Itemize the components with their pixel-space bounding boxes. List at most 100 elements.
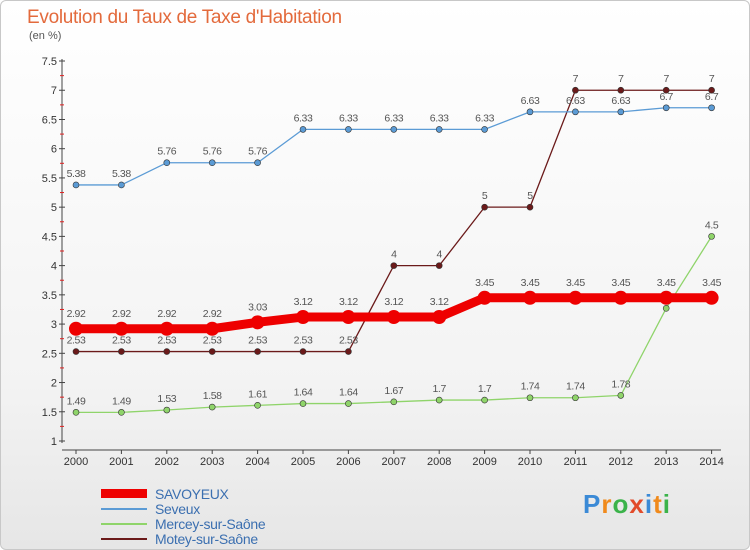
data-label-mercey-sur-sa-ne: 1.58 xyxy=(203,390,222,402)
data-point-seveux xyxy=(208,159,216,167)
legend-item: Motey-sur-Saône xyxy=(101,531,265,547)
data-point-seveux xyxy=(481,126,488,133)
data-point-mercey-sur-sa-ne xyxy=(208,403,216,411)
y-axis-unit: (en %) xyxy=(29,30,62,42)
data-label-savoyeux: 2.92 xyxy=(203,308,222,320)
data-point-savoyeux xyxy=(296,310,310,325)
logo-letter: t xyxy=(653,489,663,519)
x-tick-label: 2012 xyxy=(609,456,633,468)
x-tick-label: 2013 xyxy=(654,456,678,468)
data-label-mercey-sur-sa-ne: 1.74 xyxy=(566,381,585,393)
data-point-mercey-sur-sa-ne xyxy=(163,406,171,414)
data-point-seveux xyxy=(118,181,125,189)
x-tick-label: 2005 xyxy=(291,456,315,468)
legend-item: Seveux xyxy=(101,500,265,517)
data-label-mercey-sur-sa-ne: 1.74 xyxy=(521,381,540,393)
data-point-motey-sur-sa-ne xyxy=(254,348,261,355)
data-point-mercey-sur-sa-ne xyxy=(435,396,443,404)
x-tick-label: 2004 xyxy=(245,456,269,468)
legend-label: Seveux xyxy=(155,500,200,517)
data-point-mercey-sur-sa-ne xyxy=(662,304,670,312)
y-tick-label: 1 xyxy=(51,436,57,448)
data-label-mercey-sur-sa-ne: 1.64 xyxy=(294,387,313,399)
y-tick-label: 4 xyxy=(51,261,57,273)
x-tick-label: 2003 xyxy=(200,456,224,468)
data-label-seveux: 5.76 xyxy=(248,146,267,158)
data-label-savoyeux: 3.12 xyxy=(294,296,313,308)
data-label-motey-sur-sa-ne: 7 xyxy=(663,73,669,85)
data-label-mercey-sur-sa-ne: 1.53 xyxy=(157,393,176,405)
data-point-mercey-sur-sa-ne xyxy=(481,396,488,404)
legend-swatch xyxy=(101,522,147,525)
data-label-motey-sur-sa-ne: 2.53 xyxy=(157,335,176,347)
data-point-seveux xyxy=(299,126,307,133)
data-label-motey-sur-sa-ne: 2.53 xyxy=(203,335,222,347)
data-label-mercey-sur-sa-ne: 1.64 xyxy=(339,387,358,399)
data-label-mercey-sur-sa-ne: 1.61 xyxy=(248,388,267,400)
data-label-seveux: 5.76 xyxy=(157,146,176,158)
data-label-savoyeux: 3.45 xyxy=(611,277,630,289)
data-label-savoyeux: 3.45 xyxy=(475,277,494,289)
x-tick-label: 2011 xyxy=(564,456,588,468)
data-point-mercey-sur-sa-ne xyxy=(118,409,125,416)
legend-item: Mercey-sur-Saône xyxy=(101,515,266,532)
data-point-motey-sur-sa-ne xyxy=(435,262,443,269)
chart-legend: SAVOYEUX Seveux Mercey-sur-Saône Motey-sur-… xyxy=(101,486,266,547)
x-tick-label: 2000 xyxy=(64,456,88,468)
data-label-seveux: 6.33 xyxy=(475,112,494,124)
data-point-mercey-sur-sa-ne xyxy=(299,400,307,407)
logo-letter: r xyxy=(601,489,613,519)
y-tick-label: 2.5 xyxy=(42,348,57,360)
data-point-savoyeux xyxy=(704,290,719,305)
data-point-savoyeux xyxy=(477,290,492,305)
data-point-seveux xyxy=(254,159,261,167)
data-label-savoyeux: 3.45 xyxy=(657,277,676,289)
data-label-seveux: 6.63 xyxy=(521,95,540,107)
data-point-motey-sur-sa-ne xyxy=(72,348,80,355)
data-point-mercey-sur-sa-ne xyxy=(345,400,352,407)
data-point-mercey-sur-sa-ne xyxy=(572,394,579,402)
data-label-savoyeux: 2.92 xyxy=(157,308,176,320)
data-label-savoyeux: 2.92 xyxy=(67,308,86,320)
data-label-motey-sur-sa-ne: 5 xyxy=(527,190,533,202)
data-label-mercey-sur-sa-ne: 1.67 xyxy=(384,385,403,397)
legend-item: SAVOYEUX xyxy=(101,486,265,502)
y-tick-label: 4.5 xyxy=(42,231,57,243)
legend-label: Mercey-sur-Saône xyxy=(155,515,266,532)
data-point-seveux xyxy=(708,104,715,112)
data-point-mercey-sur-sa-ne xyxy=(708,233,715,240)
legend-swatch xyxy=(101,489,147,498)
data-label-savoyeux: 3.12 xyxy=(430,296,449,308)
data-label-motey-sur-sa-ne: 7 xyxy=(618,73,624,85)
data-point-mercey-sur-sa-ne xyxy=(72,409,80,416)
logo-letter: P xyxy=(583,489,602,519)
data-label-savoyeux: 3.12 xyxy=(384,296,403,308)
data-point-motey-sur-sa-ne xyxy=(617,86,625,94)
data-point-motey-sur-sa-ne xyxy=(208,348,216,355)
data-point-savoyeux xyxy=(386,310,401,325)
logo-letter: x xyxy=(629,489,645,519)
data-label-motey-sur-sa-ne: 4 xyxy=(436,249,442,261)
data-label-savoyeux: 3.45 xyxy=(521,277,540,289)
data-point-mercey-sur-sa-ne xyxy=(254,402,261,409)
data-label-motey-sur-sa-ne: 4 xyxy=(391,249,397,261)
data-point-seveux xyxy=(72,181,80,189)
proxiti-logo: Proxiti xyxy=(583,489,671,520)
data-label-mercey-sur-sa-ne: 1.7 xyxy=(478,383,492,395)
data-label-savoyeux: 3.45 xyxy=(566,277,585,289)
x-tick-label: 2002 xyxy=(155,456,179,468)
data-point-savoyeux xyxy=(250,315,265,330)
y-tick-label: 7 xyxy=(51,85,57,97)
data-label-seveux: 6.33 xyxy=(384,112,403,124)
data-point-motey-sur-sa-ne xyxy=(481,203,488,211)
legend-swatch xyxy=(101,507,147,510)
data-point-seveux xyxy=(390,126,398,133)
data-label-seveux: 6.7 xyxy=(705,91,719,103)
y-tick-label: 6.5 xyxy=(42,114,57,126)
data-label-motey-sur-sa-ne: 7 xyxy=(709,73,715,85)
data-label-mercey-sur-sa-ne: 1.7 xyxy=(432,383,446,395)
data-point-savoyeux xyxy=(69,321,83,336)
data-point-savoyeux xyxy=(568,290,583,305)
